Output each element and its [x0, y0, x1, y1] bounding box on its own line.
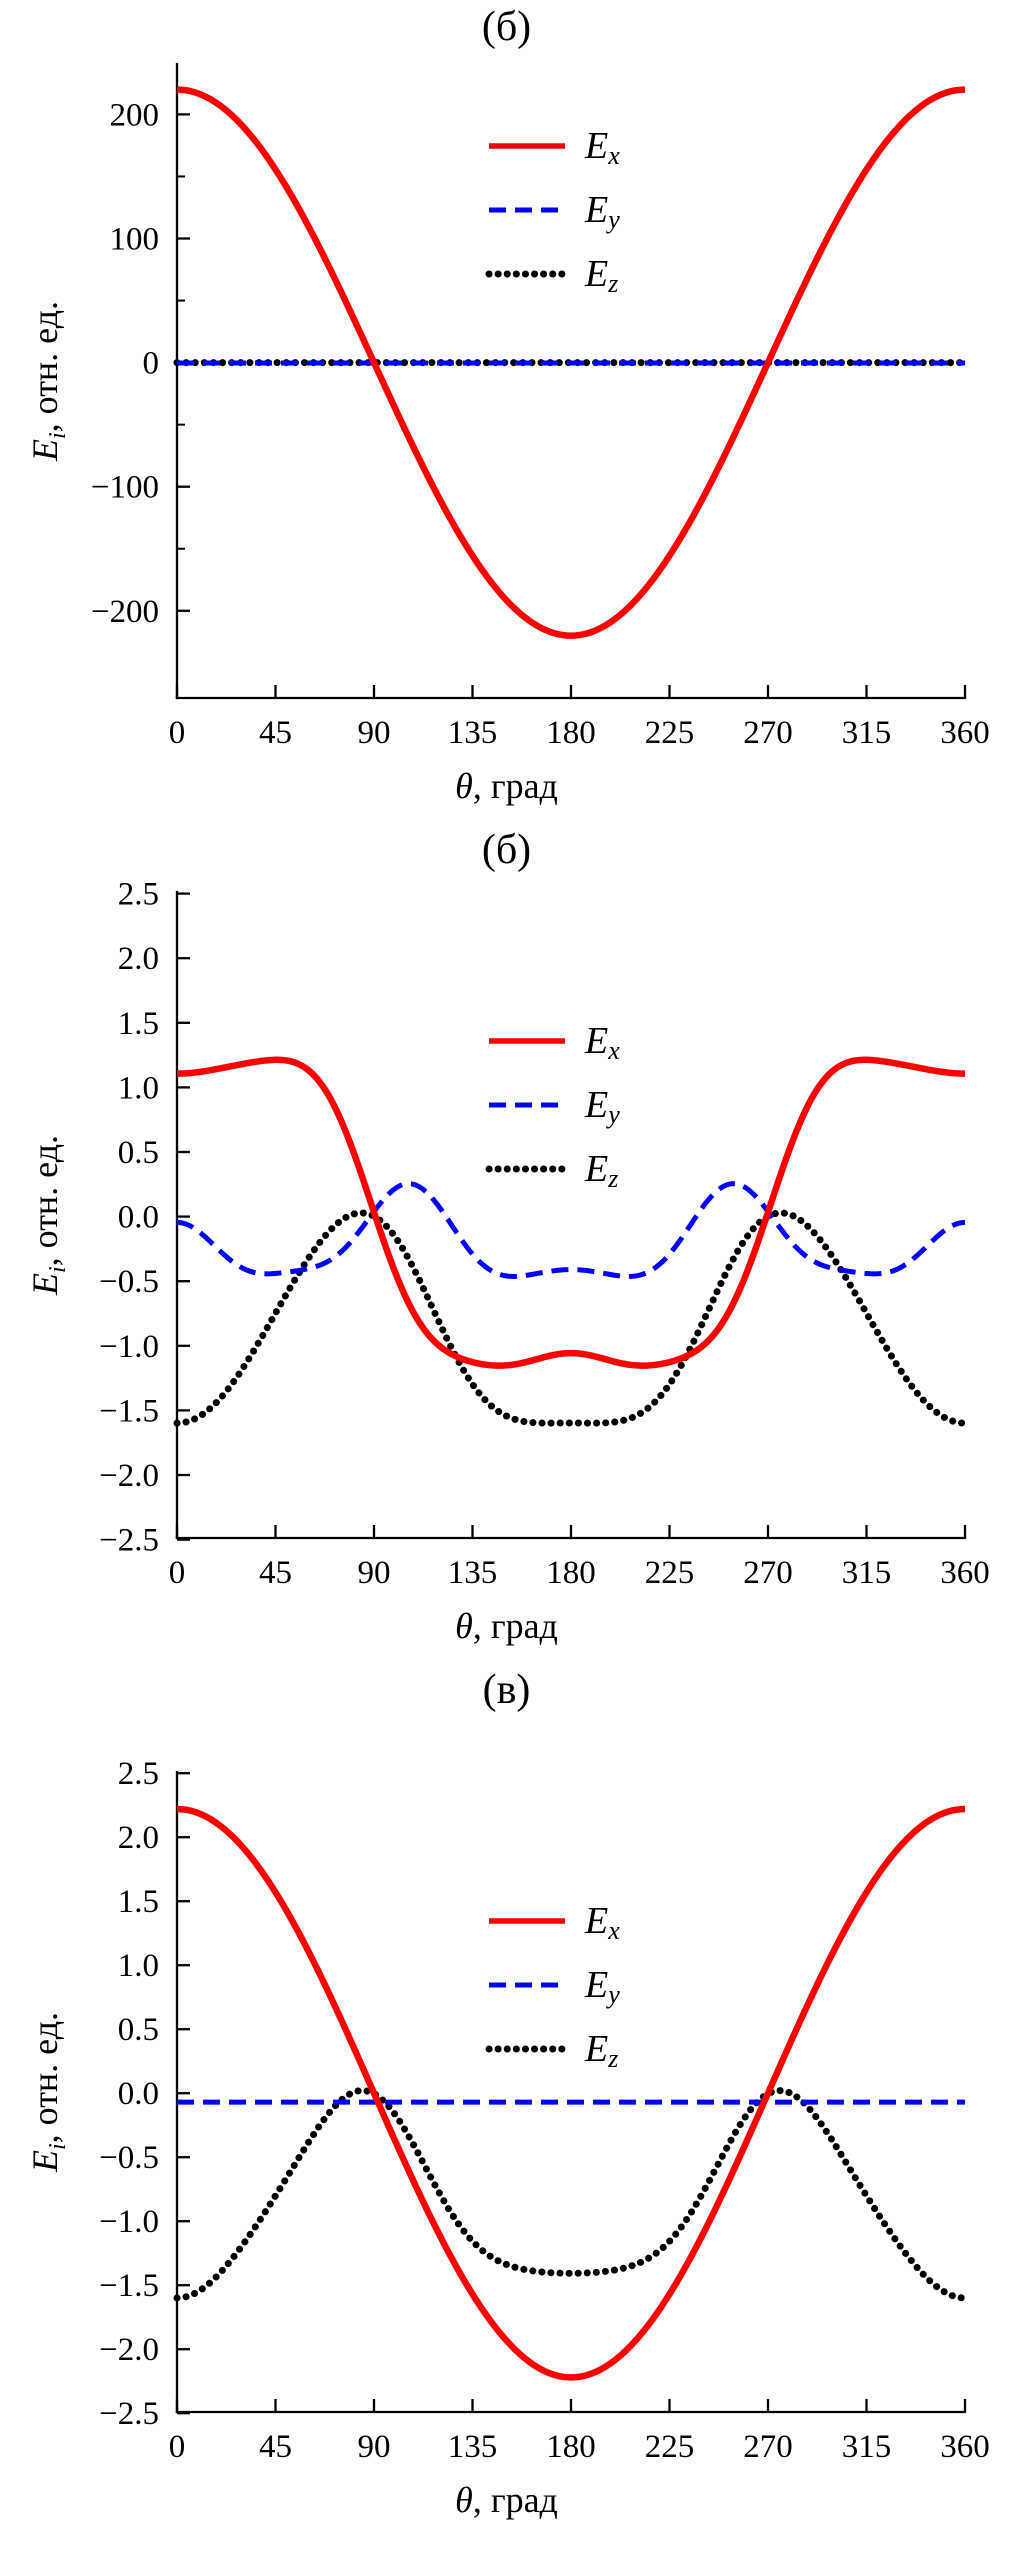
svg-text:−0.5: −0.5 [99, 1264, 159, 1300]
svg-text:315: 315 [842, 1555, 892, 1591]
svg-text:2.5: 2.5 [118, 1756, 159, 1792]
svg-text:0: 0 [143, 346, 160, 382]
svg-text:180: 180 [546, 2429, 596, 2465]
svg-text:135: 135 [448, 715, 498, 751]
svg-text:0: 0 [169, 2429, 186, 2465]
svg-text:−2.5: −2.5 [99, 1523, 159, 1559]
svg-text:0: 0 [169, 1555, 186, 1591]
svg-text:180: 180 [546, 1555, 596, 1591]
svg-text:90: 90 [358, 2429, 391, 2465]
svg-text:0.0: 0.0 [118, 1200, 159, 1236]
svg-text:225: 225 [645, 715, 695, 751]
svg-text:(б): (б) [482, 4, 531, 50]
svg-text:225: 225 [645, 2429, 695, 2465]
svg-text:270: 270 [743, 1555, 793, 1591]
svg-text:−200: −200 [91, 594, 159, 630]
svg-text:(б): (б) [482, 827, 531, 873]
svg-text:2.5: 2.5 [118, 877, 159, 913]
svg-text:360: 360 [940, 2429, 990, 2465]
svg-text:315: 315 [842, 715, 892, 751]
svg-text:θ, град: θ, град [455, 2480, 558, 2520]
svg-text:(в): (в) [483, 1667, 531, 1713]
svg-text:45: 45 [259, 1555, 292, 1591]
svg-text:225: 225 [645, 1555, 695, 1591]
svg-text:0: 0 [169, 715, 186, 751]
svg-text:270: 270 [743, 2429, 793, 2465]
svg-text:45: 45 [259, 2429, 292, 2465]
svg-text:−2.0: −2.0 [99, 2332, 159, 2368]
svg-text:2.0: 2.0 [118, 941, 159, 977]
svg-text:0.0: 0.0 [118, 2076, 159, 2112]
svg-text:−0.5: −0.5 [99, 2140, 159, 2176]
svg-text:45: 45 [259, 715, 292, 751]
svg-text:360: 360 [940, 715, 990, 751]
svg-text:180: 180 [546, 715, 596, 751]
svg-text:315: 315 [842, 2429, 892, 2465]
svg-text:1.0: 1.0 [118, 1948, 159, 1984]
svg-text:1.0: 1.0 [118, 1070, 159, 1106]
svg-text:135: 135 [448, 1555, 498, 1591]
svg-text:360: 360 [940, 1555, 990, 1591]
svg-text:135: 135 [448, 2429, 498, 2465]
svg-text:−2.5: −2.5 [99, 2396, 159, 2432]
svg-text:−1.5: −1.5 [99, 2268, 159, 2304]
svg-text:−1.0: −1.0 [99, 2204, 159, 2240]
svg-text:−1.0: −1.0 [99, 1329, 159, 1365]
svg-text:0.5: 0.5 [118, 1135, 159, 1171]
svg-text:θ, град: θ, град [455, 766, 558, 806]
svg-text:270: 270 [743, 715, 793, 751]
svg-text:θ, град: θ, град [455, 1606, 558, 1646]
svg-text:−1.5: −1.5 [99, 1393, 159, 1429]
svg-text:200: 200 [110, 97, 160, 133]
svg-text:1.5: 1.5 [118, 1884, 159, 1920]
svg-text:−2.0: −2.0 [99, 1458, 159, 1494]
svg-text:90: 90 [358, 715, 391, 751]
svg-text:1.5: 1.5 [118, 1006, 159, 1042]
svg-text:−100: −100 [91, 470, 159, 506]
svg-text:2.0: 2.0 [118, 1820, 159, 1856]
svg-text:90: 90 [358, 1555, 391, 1591]
svg-text:100: 100 [110, 222, 160, 258]
svg-text:0.5: 0.5 [118, 2012, 159, 2048]
